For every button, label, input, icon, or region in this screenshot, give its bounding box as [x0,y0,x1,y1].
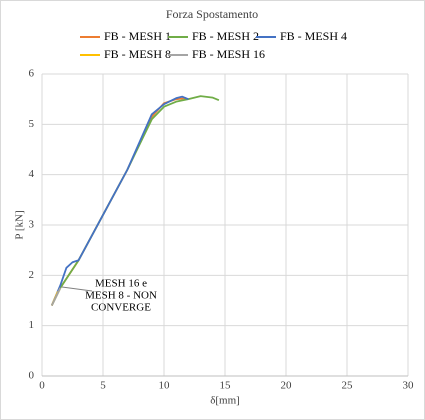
legend-label: FB - MESH 2 [192,29,259,43]
legend-label: FB - MESH 4 [280,29,347,43]
chart-title: Forza Spostamento [166,7,258,21]
annotation: CONVERGE [91,302,151,314]
y-tick-label: 5 [29,118,35,130]
x-tick-label: 25 [342,380,354,392]
y-tick-label: 6 [29,68,35,80]
y-tick-label: 0 [29,370,35,382]
y-tick-label: 1 [29,319,35,331]
x-tick-label: 30 [403,380,415,392]
y-tick-label: 4 [29,168,35,180]
x-tick-label: 0 [39,380,45,392]
series-line [50,95,220,306]
y-axis-label: P [kN] [14,210,26,239]
y-tick-label: 2 [29,269,35,281]
x-tick-label: 20 [281,380,293,392]
legend-label: FB - MESH 8 [104,47,171,61]
x-tick-label: 5 [100,380,106,392]
y-tick-label: 3 [29,219,35,231]
annotation: MESH 16 e [95,278,147,290]
series-line [50,287,62,306]
x-axis-label: δ[mm] [210,395,240,407]
series-line [50,95,189,306]
x-tick-label: 15 [220,380,232,392]
annotation: MESH 8 - NON [85,290,157,302]
legend-label: FB - MESH 1 [104,29,171,43]
legend-label: FB - MESH 16 [192,47,265,61]
annotation-leader [61,286,93,292]
x-tick-label: 10 [159,380,171,392]
